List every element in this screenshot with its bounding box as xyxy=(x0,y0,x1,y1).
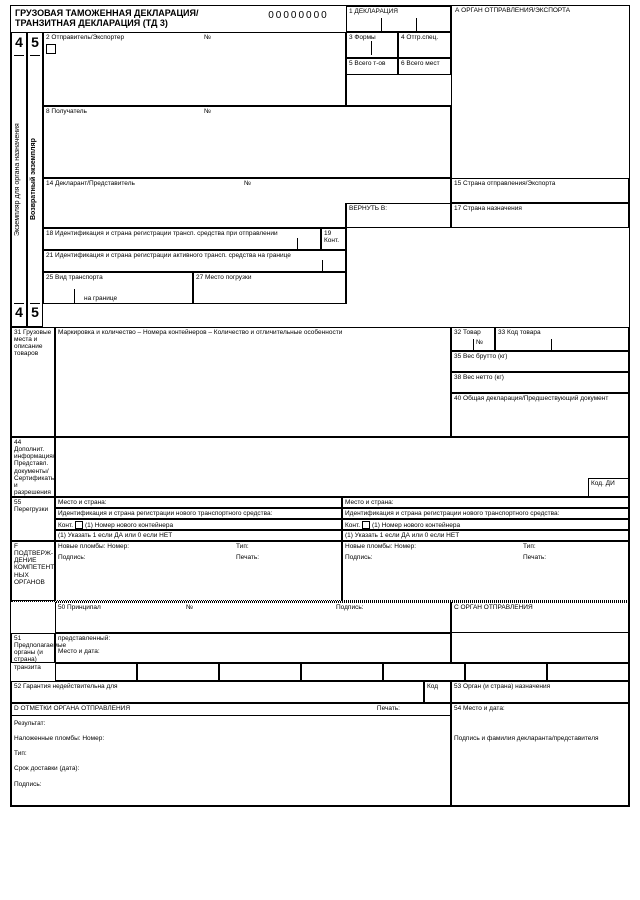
box-5[interactable]: 5 Всего т-ов xyxy=(346,58,398,75)
box-17[interactable]: 17 Страна назначения xyxy=(451,203,629,228)
box-6[interactable]: 6 Всего мест xyxy=(398,58,451,75)
box-55-right[interactable]: Место и страна: Идентификация и страна р… xyxy=(342,497,629,541)
box-F-left[interactable]: Новые пломбы: Номер:Тип: Подпись:Печать: xyxy=(55,541,342,601)
box-14[interactable]: 14 Декларант/Представитель № xyxy=(43,178,451,203)
box-55-label: 55 Перегрузки xyxy=(11,497,55,541)
customs-form: ГРУЗОВАЯ ТАМОЖЕННАЯ ДЕКЛАРАЦИЯ/ ТРАНЗИТН… xyxy=(10,5,630,807)
box-51-label: 51 Предполагаемые органы (и страна) тран… xyxy=(11,633,55,663)
box-38[interactable]: 38 Вес нетто (кг) xyxy=(451,372,629,393)
box-54[interactable]: 54 Место и дата: xyxy=(451,703,629,716)
box-53[interactable]: 53 Орган (и страна) назначения xyxy=(451,681,629,703)
box-44[interactable]: Код. ДИ xyxy=(55,437,629,497)
box-3[interactable]: 3 Формы xyxy=(346,32,398,58)
box-55-left[interactable]: Место и страна: Идентификация и страна р… xyxy=(55,497,342,541)
form-title: ГРУЗОВАЯ ТАМОЖЕННАЯ ДЕКЛАРАЦИЯ/ ТРАНЗИТН… xyxy=(11,6,251,32)
box-35[interactable]: 35 Вес брутто (кг) xyxy=(451,351,629,372)
box-44-label: 44 Дополнит. информация/ Представл. доку… xyxy=(11,437,55,497)
box-31[interactable]: Маркировка и количество – Номера контейн… xyxy=(55,327,451,437)
box-31-label: 31 Грузовые места и описание товаров xyxy=(11,327,55,437)
box-33[interactable]: 33 Код товара xyxy=(495,327,629,351)
box-4[interactable]: 4 Отгр.спец. xyxy=(398,32,451,58)
box-18[interactable]: 18 Идентификация и страна регистрации тр… xyxy=(43,228,321,250)
box-50[interactable]: 50 Принципал № Подпись: xyxy=(55,602,451,633)
box-15[interactable]: 15 Страна отправления/Экспорта xyxy=(451,178,629,203)
box-54-body[interactable]: Подпись и фамилия декларанта/представите… xyxy=(451,716,629,806)
left-col-5: 5 Возвратный экземпляр 5 xyxy=(27,32,43,327)
box-8[interactable]: 8 Получатель № xyxy=(43,106,451,178)
box-A: А ОРГАН ОТПРАВЛЕНИЯ/ЭКСПОРТА xyxy=(451,6,629,32)
box-32[interactable]: 32 Товар № xyxy=(451,327,495,351)
box-19[interactable]: 19 Конт. xyxy=(321,228,346,250)
box-52-code[interactable]: Код xyxy=(424,681,451,703)
box-51[interactable]: представленный: Место и дата: xyxy=(55,633,451,663)
box-1[interactable]: 1 ДЕКЛАРАЦИЯ xyxy=(346,6,451,32)
left-col-4: 4 Экземпляр для органа назначения 4 xyxy=(11,32,27,327)
box-25[interactable]: 25 Вид транспорта на границе xyxy=(43,272,193,304)
box-D[interactable]: Результат: Наложенные пломбы: Номер: Тип… xyxy=(11,716,451,806)
return-to[interactable]: ВЕРНУТЬ В: xyxy=(346,203,451,228)
box-2[interactable]: 2 Отправитель/Экспортер № xyxy=(43,32,346,106)
box-40[interactable]: 40 Общая декларация/Предшествующий докум… xyxy=(451,393,629,437)
box-27[interactable]: 27 Место погрузки xyxy=(193,272,346,304)
box-52[interactable]: 52 Гарантия недействительна для xyxy=(11,681,424,703)
box-F-label: F ПОДТВЕРЖ-ДЕНИЕ КОМПЕТЕНТ-НЫХ ОРГАНОВ xyxy=(11,541,55,601)
box-C: С ОРГАН ОТПРАВЛЕНИЯ xyxy=(451,602,629,633)
serial-number: 00000000 xyxy=(251,6,346,32)
box-21[interactable]: 21 Идентификация и страна регистрации ак… xyxy=(43,250,346,272)
box-F-right[interactable]: Новые пломбы: Номер:Тип: Подпись:Печать: xyxy=(342,541,629,601)
box-D-header: D ОТМЕТКИ ОРГАНА ОТПРАВЛЕНИЯ Печать: xyxy=(11,703,451,716)
